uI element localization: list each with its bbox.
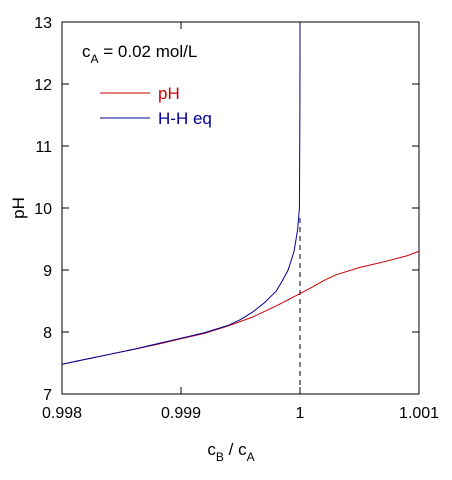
y-tick-label: 12 [34, 77, 52, 94]
x-axis-label: cB / cA [207, 440, 254, 464]
legend: pH H-H eq [100, 84, 212, 128]
y-tick-label: 7 [43, 387, 52, 404]
series-hh-line [61, 22, 301, 365]
legend-label-ph: pH [158, 84, 180, 103]
y-tick-label: 10 [34, 201, 52, 218]
x-tick-label: 0.998 [42, 405, 82, 422]
y-tick-label: 11 [35, 139, 52, 156]
concentration-annotation: cA = 0.02 mol/L [82, 42, 197, 66]
y-tick-label: 13 [34, 15, 52, 32]
series-layer [61, 22, 420, 394]
ticks-layer: 0.998 0.999 1 1.001 7 8 9 10 11 12 13 [34, 15, 439, 422]
series-ph-line [61, 250, 420, 365]
y-tick-label: 8 [43, 325, 52, 342]
y-tick-label: 9 [43, 263, 52, 280]
legend-label-hh: H-H eq [158, 109, 212, 128]
y-axis-label: pH [9, 197, 28, 219]
x-tick-label: 1.001 [399, 405, 439, 422]
plot-frame [61, 21, 420, 395]
x-tick-label: 0.999 [161, 405, 201, 422]
x-tick-label: 1 [296, 405, 305, 422]
